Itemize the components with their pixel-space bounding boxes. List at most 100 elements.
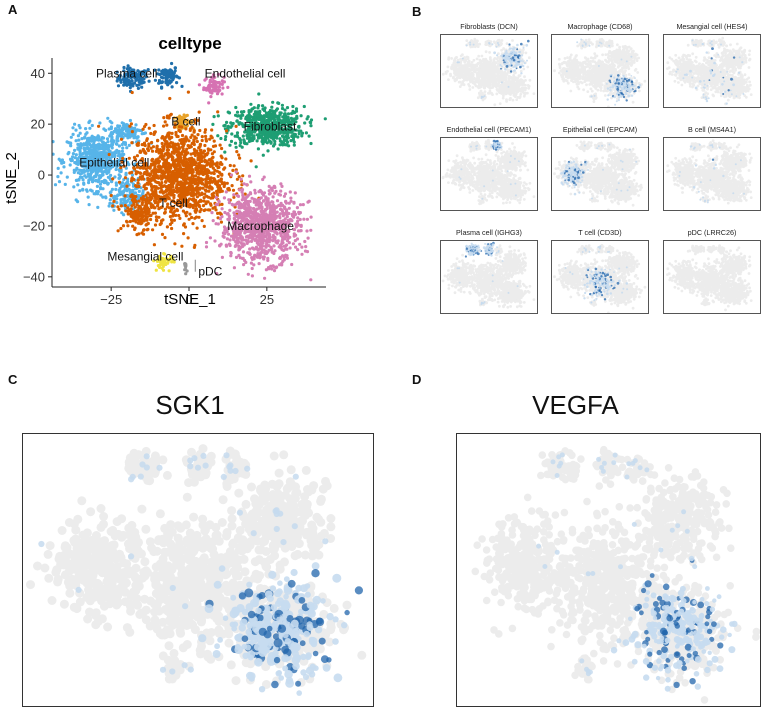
cell-point (179, 202, 183, 206)
cell-point (266, 228, 270, 232)
cell-point (181, 119, 185, 123)
cell-point (171, 176, 175, 180)
cell-point (218, 162, 222, 166)
cell-point (236, 209, 240, 213)
cell-point (99, 155, 103, 159)
cell-point (79, 142, 83, 146)
cell-point (125, 184, 129, 188)
cell-point (466, 57, 470, 61)
cell-point (186, 167, 190, 171)
cell-point (200, 135, 204, 139)
cell-point (153, 174, 157, 178)
cell-point (229, 121, 233, 125)
cell-point (466, 77, 470, 80)
cell-point (142, 228, 146, 232)
cluster-t-cell (97, 90, 261, 249)
cell-point (174, 74, 179, 78)
cell-point (76, 157, 80, 161)
cell-point (232, 238, 236, 242)
cell-point (458, 80, 462, 84)
cell-point (253, 231, 257, 235)
cell-point (173, 123, 177, 127)
cell-point (237, 244, 241, 248)
cell-point (447, 57, 450, 61)
cell-point (222, 184, 226, 189)
cell-point (158, 265, 162, 269)
cell-point (257, 92, 261, 96)
cell-point (269, 135, 273, 139)
cell-point (93, 168, 97, 172)
cell-point (145, 173, 149, 177)
cell-point (179, 189, 183, 193)
cell-point (185, 210, 189, 214)
cell-point (246, 272, 250, 276)
cell-point (111, 177, 115, 181)
cell-point (285, 215, 289, 219)
cell-point (114, 183, 118, 187)
cell-point (231, 188, 236, 192)
cell-point (287, 222, 292, 227)
cell-point (201, 172, 205, 176)
cell-point (295, 206, 299, 210)
cell-point (99, 147, 103, 151)
cell-point (301, 203, 305, 207)
cell-point (122, 164, 126, 168)
cell-point (148, 173, 152, 178)
cell-point (95, 184, 99, 188)
cell-point (188, 212, 192, 216)
cell-point (195, 201, 199, 205)
cell-point (112, 196, 116, 200)
cell-point (273, 110, 277, 114)
cell-point (129, 194, 133, 198)
cell-point (165, 205, 169, 209)
cell-point (282, 258, 286, 262)
cell-point (121, 126, 125, 131)
cell-point (204, 134, 208, 138)
cell-point (189, 135, 193, 139)
cell-point (258, 109, 262, 113)
background-cells (441, 37, 536, 107)
cell-point (245, 116, 249, 120)
cell-point (223, 137, 227, 142)
cell-point (248, 191, 252, 195)
cell-point (117, 207, 121, 211)
cell-point (305, 229, 309, 233)
cell-point (210, 211, 214, 215)
cell-point (135, 136, 139, 140)
cell-point (225, 181, 229, 185)
cell-point (134, 71, 138, 75)
cell-point (57, 157, 61, 161)
cell-point (274, 206, 278, 210)
cell-point (219, 154, 223, 158)
cell-point (107, 150, 111, 154)
cell-point (165, 257, 169, 261)
cell-point (107, 144, 111, 148)
cell-point (160, 86, 164, 90)
cluster-plasma-cell (115, 61, 184, 93)
cell-point (121, 191, 125, 195)
cell-point (184, 199, 188, 204)
cell-point (128, 124, 132, 128)
cell-point (175, 190, 179, 194)
cell-point (262, 191, 267, 195)
cell-point (133, 81, 137, 85)
cell-point (73, 148, 77, 152)
cell-point (172, 116, 176, 120)
cell-point (235, 177, 239, 181)
cell-point (89, 168, 93, 172)
cell-point (197, 162, 201, 166)
cell-point (178, 197, 183, 201)
cell-point (165, 140, 169, 144)
cell-point (163, 162, 167, 166)
cell-point (125, 220, 129, 224)
cell-point (136, 214, 140, 218)
cell-point (234, 255, 239, 259)
cell-point (267, 214, 271, 218)
cell-point (177, 125, 182, 129)
cell-point (275, 107, 279, 111)
cell-point (146, 176, 150, 180)
cell-point (128, 219, 132, 224)
cell-point (273, 249, 277, 253)
cell-point (447, 78, 450, 81)
cell-point (158, 199, 162, 203)
